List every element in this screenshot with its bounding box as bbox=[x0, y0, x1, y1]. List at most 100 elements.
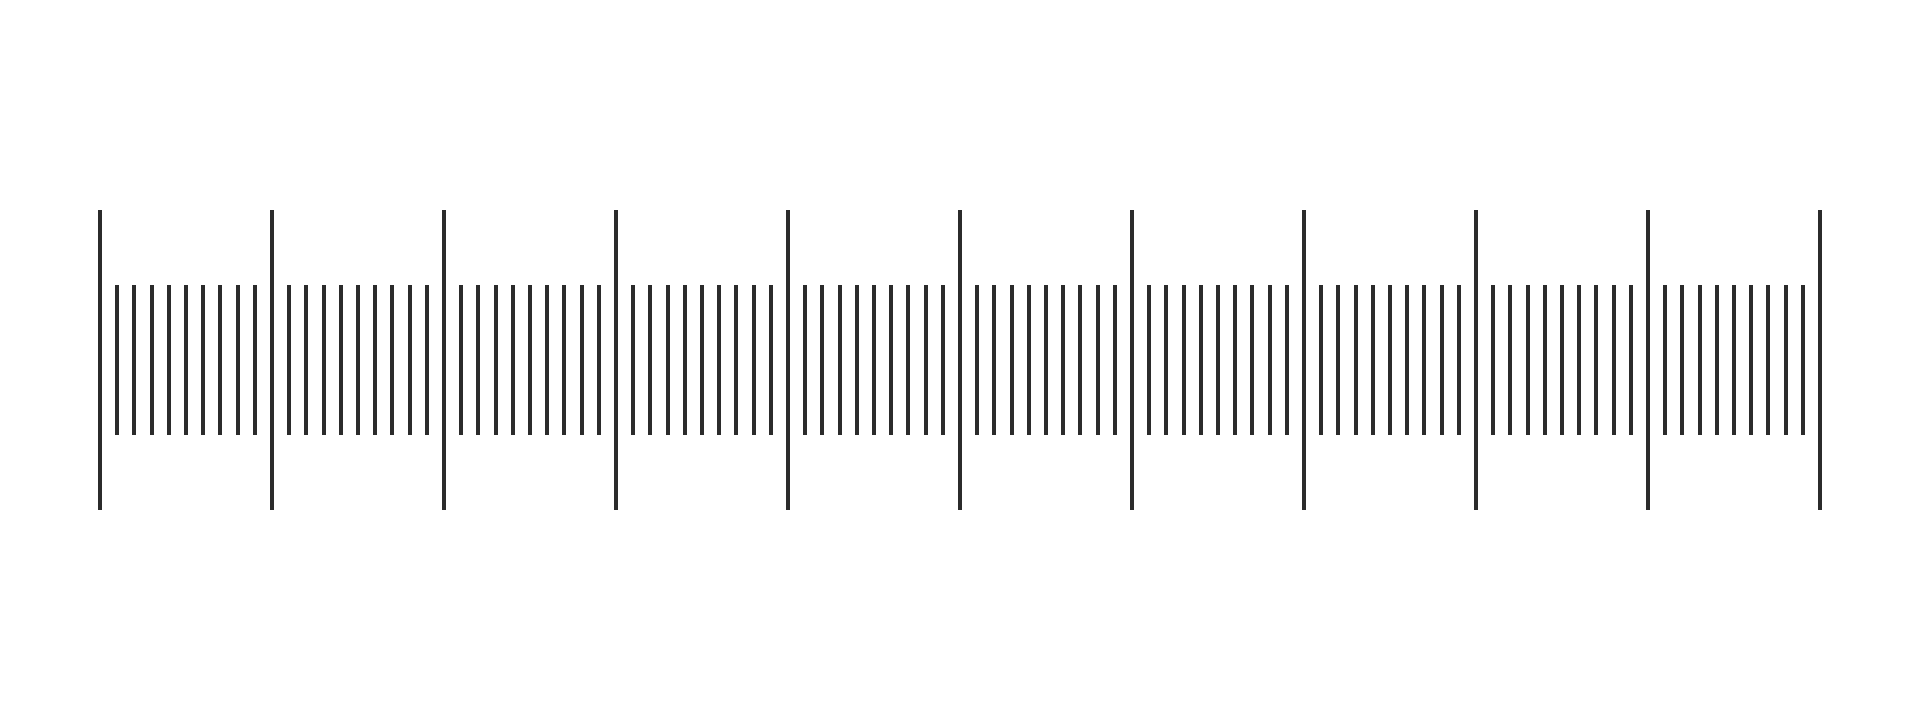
minor-tick bbox=[1061, 285, 1065, 435]
minor-tick bbox=[941, 285, 945, 435]
minor-tick bbox=[975, 285, 979, 435]
minor-tick bbox=[236, 285, 240, 435]
minor-tick bbox=[339, 285, 343, 435]
minor-tick bbox=[511, 285, 515, 435]
major-tick bbox=[98, 210, 102, 510]
major-tick bbox=[1130, 210, 1134, 510]
minor-tick bbox=[1766, 285, 1770, 435]
minor-tick bbox=[1078, 285, 1082, 435]
minor-tick bbox=[1715, 285, 1719, 435]
minor-tick bbox=[287, 285, 291, 435]
minor-tick bbox=[1113, 285, 1117, 435]
minor-tick bbox=[390, 285, 394, 435]
minor-tick bbox=[425, 285, 429, 435]
minor-tick bbox=[1612, 285, 1616, 435]
minor-tick bbox=[1199, 285, 1203, 435]
minor-tick bbox=[820, 285, 824, 435]
minor-tick bbox=[924, 285, 928, 435]
minor-tick bbox=[683, 285, 687, 435]
minor-tick bbox=[1801, 285, 1805, 435]
minor-tick bbox=[1440, 285, 1444, 435]
minor-tick bbox=[201, 285, 205, 435]
ruler-scale bbox=[0, 0, 1920, 720]
minor-tick bbox=[167, 285, 171, 435]
minor-tick bbox=[528, 285, 532, 435]
minor-tick bbox=[1268, 285, 1272, 435]
minor-tick bbox=[115, 285, 119, 435]
minor-tick bbox=[1044, 285, 1048, 435]
minor-tick bbox=[580, 285, 584, 435]
minor-tick bbox=[373, 285, 377, 435]
minor-tick bbox=[1732, 285, 1736, 435]
minor-tick bbox=[1560, 285, 1564, 435]
minor-tick bbox=[545, 285, 549, 435]
minor-tick bbox=[1508, 285, 1512, 435]
minor-tick bbox=[1233, 285, 1237, 435]
minor-tick bbox=[1336, 285, 1340, 435]
minor-tick bbox=[218, 285, 222, 435]
minor-tick bbox=[1577, 285, 1581, 435]
minor-tick bbox=[1784, 285, 1788, 435]
minor-tick bbox=[1526, 285, 1530, 435]
minor-tick bbox=[1147, 285, 1151, 435]
major-tick bbox=[1474, 210, 1478, 510]
minor-tick bbox=[631, 285, 635, 435]
minor-tick bbox=[1354, 285, 1358, 435]
minor-tick bbox=[1698, 285, 1702, 435]
minor-tick bbox=[717, 285, 721, 435]
major-tick bbox=[270, 210, 274, 510]
minor-tick bbox=[838, 285, 842, 435]
minor-tick bbox=[1680, 285, 1684, 435]
minor-tick bbox=[1371, 285, 1375, 435]
minor-tick bbox=[304, 285, 308, 435]
minor-tick bbox=[1319, 285, 1323, 435]
major-tick bbox=[786, 210, 790, 510]
minor-tick bbox=[666, 285, 670, 435]
minor-tick bbox=[1164, 285, 1168, 435]
minor-tick bbox=[872, 285, 876, 435]
minor-tick bbox=[597, 285, 601, 435]
major-tick bbox=[1302, 210, 1306, 510]
minor-tick bbox=[494, 285, 498, 435]
minor-tick bbox=[356, 285, 360, 435]
minor-tick bbox=[1405, 285, 1409, 435]
minor-tick bbox=[769, 285, 773, 435]
minor-tick bbox=[855, 285, 859, 435]
minor-tick bbox=[648, 285, 652, 435]
minor-tick bbox=[1543, 285, 1547, 435]
minor-tick bbox=[992, 285, 996, 435]
major-tick bbox=[958, 210, 962, 510]
minor-tick bbox=[1285, 285, 1289, 435]
minor-tick bbox=[1010, 285, 1014, 435]
minor-tick bbox=[734, 285, 738, 435]
major-tick bbox=[442, 210, 446, 510]
minor-tick bbox=[459, 285, 463, 435]
minor-tick bbox=[253, 285, 257, 435]
minor-tick bbox=[1250, 285, 1254, 435]
minor-tick bbox=[1749, 285, 1753, 435]
major-tick bbox=[1818, 210, 1822, 510]
minor-tick bbox=[1027, 285, 1031, 435]
minor-tick bbox=[1422, 285, 1426, 435]
minor-tick bbox=[562, 285, 566, 435]
minor-tick bbox=[408, 285, 412, 435]
minor-tick bbox=[1491, 285, 1495, 435]
minor-tick bbox=[1216, 285, 1220, 435]
minor-tick bbox=[1182, 285, 1186, 435]
minor-tick bbox=[1388, 285, 1392, 435]
minor-tick bbox=[906, 285, 910, 435]
minor-tick bbox=[1663, 285, 1667, 435]
minor-tick bbox=[476, 285, 480, 435]
minor-tick bbox=[132, 285, 136, 435]
major-tick bbox=[614, 210, 618, 510]
minor-tick bbox=[889, 285, 893, 435]
minor-tick bbox=[752, 285, 756, 435]
minor-tick bbox=[700, 285, 704, 435]
minor-tick bbox=[1457, 285, 1461, 435]
minor-tick bbox=[150, 285, 154, 435]
major-tick bbox=[1646, 210, 1650, 510]
minor-tick bbox=[1629, 285, 1633, 435]
minor-tick bbox=[1096, 285, 1100, 435]
minor-tick bbox=[1594, 285, 1598, 435]
minor-tick bbox=[184, 285, 188, 435]
